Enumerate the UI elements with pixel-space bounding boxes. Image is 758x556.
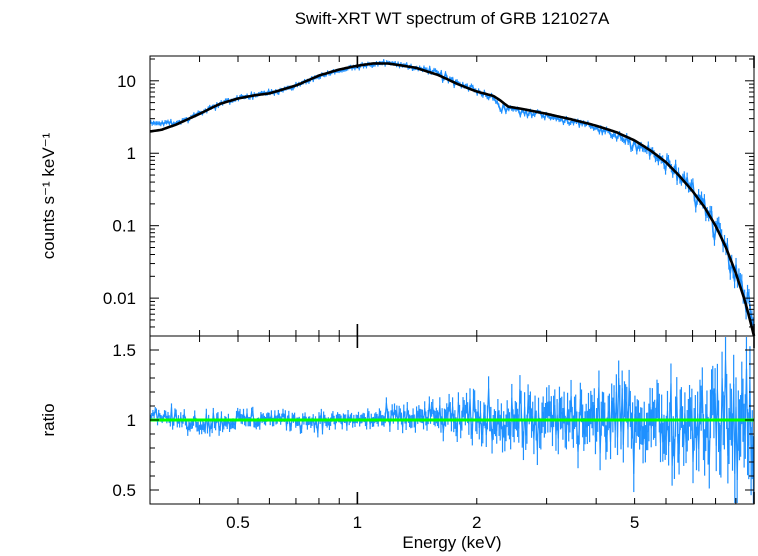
ratio-panel: 1.5 1 0.5 0.5 1 2 5 ratio Energy (keV) <box>39 335 755 552</box>
ratio-x-tick-label: 5 <box>630 513 639 532</box>
spectrum-panel: 10 1 0.1 0.01 counts s⁻¹ keV⁻¹ <box>39 55 756 337</box>
spectrum-x-ticks <box>149 56 755 336</box>
ratio-y-tick-label: 0.5 <box>112 481 136 500</box>
spectrum-y-tick-label: 0.1 <box>112 217 136 236</box>
spectrum-y-tick-label: 0.01 <box>103 289 136 308</box>
spectrum-model-line <box>149 62 756 337</box>
spectrum-y-tick-label: 1 <box>127 144 136 163</box>
ratio-y-tick-label: 1.5 <box>112 341 136 360</box>
spectrum-y-ticks: 10 1 0.1 0.01 <box>103 58 754 328</box>
ratio-x-tick-label: 0.5 <box>226 513 250 532</box>
x-axis-label: Energy (keV) <box>402 533 501 552</box>
ratio-y-ticks: 1.5 1 0.5 <box>112 341 754 500</box>
spectrum-y-tick-label: 10 <box>117 72 136 91</box>
ratio-x-tick-label: 2 <box>472 513 481 532</box>
ratio-x-tick-label: 1 <box>353 513 362 532</box>
ratio-data-line <box>150 359 754 481</box>
spectrum-model-series <box>149 62 756 337</box>
chart-title: Swift-XRT WT spectrum of GRB 121027A <box>295 9 610 28</box>
ratio-x-ticks: 0.5 1 2 5 <box>149 336 755 532</box>
ratio-y-axis-label: ratio <box>39 403 58 436</box>
ratio-y-tick-label: 1 <box>127 411 136 430</box>
ratio-frame <box>149 335 755 505</box>
spectrum-y-axis-label: counts s⁻¹ keV⁻¹ <box>39 132 58 259</box>
